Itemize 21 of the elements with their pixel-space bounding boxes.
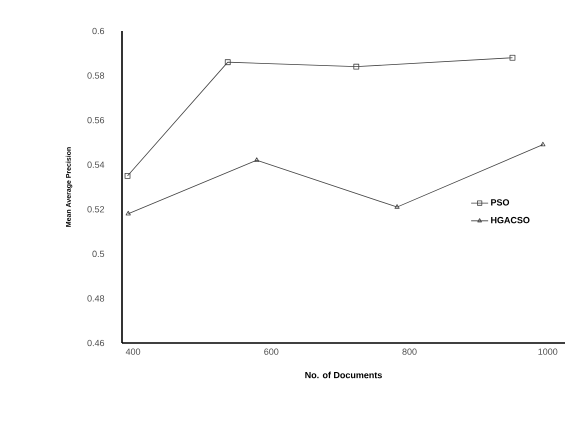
point: [394, 204, 400, 209]
y-tick-label: 0.46: [87, 340, 104, 346]
point: [254, 157, 260, 162]
x-tick-label: 600: [264, 348, 278, 355]
point: [510, 54, 516, 61]
y-tick-label: 0.6: [92, 28, 104, 34]
x-tick-label: 1000: [538, 348, 558, 355]
point: [124, 172, 130, 179]
y-tick-label: 0.54: [87, 162, 104, 168]
x-tick-label: 800: [402, 348, 417, 355]
y-tick-label: 0.52: [87, 206, 104, 212]
y-tick-label: 0.56: [87, 116, 104, 124]
x-tick-label: 400: [126, 348, 140, 355]
y-tick-label: 0.58: [87, 72, 104, 79]
legend-label: PSO: [491, 199, 510, 206]
y-tick-label: 0.5: [92, 250, 104, 258]
x-axis-title: No. of Documents: [305, 372, 382, 378]
y-tick-label: 0.48: [87, 295, 104, 302]
legend-label: HGACSO: [491, 216, 530, 224]
point: [353, 64, 360, 70]
point: [224, 59, 231, 66]
